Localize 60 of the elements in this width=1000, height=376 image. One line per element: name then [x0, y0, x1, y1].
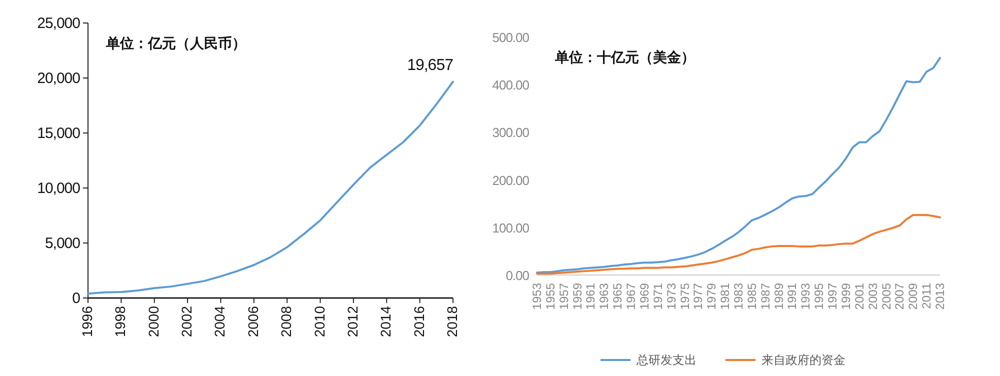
y-tick-label: 20,000: [37, 70, 80, 87]
x-tick-label: 1997: [826, 282, 840, 310]
x-tick-label: 2011: [920, 282, 934, 309]
x-tick-label: 1977: [691, 282, 706, 310]
x-tick-label: 2005: [879, 282, 894, 310]
x-tick-label: 1963: [597, 282, 612, 310]
x-tick-label: 2002: [178, 306, 195, 338]
x-tick-label: 1983: [732, 282, 746, 310]
legend-label: 总研发支出: [636, 353, 696, 367]
x-tick-label: 1996: [79, 306, 95, 338]
x-tick-label: 1959: [570, 282, 584, 310]
x-tick-label: 2014: [378, 306, 394, 338]
x-tick-label: 1965: [610, 282, 625, 310]
x-tick-label: 1987: [758, 282, 772, 310]
legend-label: 来自政府的资金: [762, 353, 846, 367]
x-tick-label: 2018: [444, 306, 460, 338]
x-tick-label: 1955: [543, 282, 558, 310]
y-tick-label: 300.00: [492, 125, 530, 140]
x-tick-label: 2007: [892, 282, 907, 310]
x-tick-label: 1989: [772, 282, 786, 310]
x-tick-label: 1995: [812, 282, 826, 310]
y-tick-label: 0.00: [506, 268, 530, 283]
x-tick-label: 2004: [212, 306, 228, 338]
x-tick-label: 1993: [798, 282, 813, 310]
annotation: 单位：十亿元（美金）: [554, 49, 695, 66]
x-tick-label: 1973: [664, 282, 678, 310]
y-tick-label: 5,000: [44, 235, 80, 252]
x-tick-label: 1991: [785, 282, 800, 310]
x-tick-label: 1957: [556, 282, 571, 310]
x-tick-label: 1969: [637, 282, 652, 310]
y-tick-label: 200.00: [492, 172, 530, 188]
x-tick-label: 1971: [650, 282, 665, 310]
x-tick-label: 2001: [852, 282, 866, 310]
x-tick-label: 1999: [838, 282, 853, 310]
x-tick-label: 1981: [718, 282, 732, 310]
x-tick-label: 1961: [584, 282, 598, 310]
x-tick-label: 2000: [145, 306, 162, 338]
x-tick-label: 1985: [744, 282, 759, 310]
y-tick-label: 15,000: [37, 125, 80, 142]
y-tick-label: 0: [72, 290, 80, 307]
annotation: 单位：亿元（人民币）: [105, 35, 246, 52]
y-tick-label: 100.00: [492, 220, 530, 236]
x-tick-label: 2006: [244, 306, 261, 338]
y-tick-label: 500.00: [492, 30, 530, 45]
x-tick-label: 2003: [866, 282, 880, 310]
y-tick-label: 400.00: [492, 78, 530, 93]
x-tick-label: 2016: [410, 306, 427, 338]
x-tick-label: 1975: [678, 282, 692, 310]
x-tick-label: 1979: [704, 282, 719, 310]
y-tick-label: 10,000: [37, 180, 80, 197]
x-tick-label: 2009: [906, 282, 920, 310]
y-tick-label: 25,000: [37, 15, 80, 32]
x-tick-label: 2013: [933, 282, 947, 310]
x-tick-label: 1953: [530, 282, 544, 310]
x-tick-label: 1998: [112, 306, 128, 338]
x-tick-label: 2012: [344, 306, 360, 338]
annotation: 19,657: [407, 56, 454, 74]
x-tick-label: 1967: [624, 282, 638, 310]
x-tick-label: 2008: [278, 306, 294, 338]
x-tick-label: 2010: [311, 306, 328, 338]
